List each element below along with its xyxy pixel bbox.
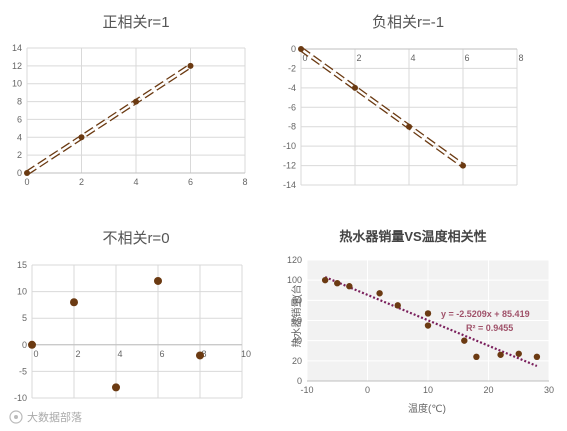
x-tick-label: 8 xyxy=(201,349,206,359)
y-tick-label: 60 xyxy=(292,316,302,326)
y-tick-label: -14 xyxy=(283,180,296,190)
watermark-text: 大数据部落 xyxy=(27,410,82,424)
data-point xyxy=(70,298,78,307)
y-tick-label: 10 xyxy=(12,79,22,89)
plot-area xyxy=(32,265,242,398)
y-tick-label: -5 xyxy=(19,366,27,376)
y-tick-label: 10 xyxy=(17,287,27,297)
x-tick-label: 4 xyxy=(410,53,415,63)
series-line-highlight xyxy=(26,64,192,175)
x-tick-label: 6 xyxy=(159,349,164,359)
data-point xyxy=(424,322,432,329)
data-point xyxy=(473,353,480,360)
x-tick-label: 0 xyxy=(33,349,38,359)
chart-title-heater: 热水器销量VS温度相关性 xyxy=(339,229,486,244)
data-point xyxy=(321,276,329,284)
watermark-logo: 大数据部落 xyxy=(9,410,82,424)
y-tick-label: 6 xyxy=(17,114,22,124)
chart-no-correlation: -10 -5 0 5 10 15 0 2 4 6 8 10 不相关r=0 xyxy=(14,230,251,403)
data-point xyxy=(424,310,432,317)
y-tick-label: -4 xyxy=(288,83,296,93)
data-point xyxy=(187,62,194,69)
x-tick-label: 2 xyxy=(75,349,80,359)
x-tick-label: 0 xyxy=(24,177,29,187)
y-tick-label: -10 xyxy=(14,393,27,403)
x-tick-label: -10 xyxy=(300,385,313,395)
data-point xyxy=(460,162,466,169)
chart-positive-correlation: 0 2 4 6 8 10 12 14 0 2 4 6 8 正相关r=1 xyxy=(12,14,248,187)
data-point xyxy=(406,123,412,130)
y-tick-label: 4 xyxy=(17,132,22,142)
y-tick-label: 8 xyxy=(17,97,22,107)
data-point xyxy=(154,276,162,285)
x-tick-label: 0 xyxy=(302,53,307,63)
data-point xyxy=(28,340,36,349)
data-point xyxy=(334,279,341,287)
trendline-equation: y = -2.5209x + 85.419 xyxy=(441,309,530,319)
x-tick-label: 2 xyxy=(79,177,84,187)
y-tick-label: 14 xyxy=(12,43,22,53)
x-tick-label: 2 xyxy=(356,53,361,63)
trendline-r-squared: R² = 0.9455 xyxy=(466,323,513,333)
y-tick-label: -6 xyxy=(288,102,296,112)
chart-title-positive: 正相关r=1 xyxy=(102,14,169,31)
data-point xyxy=(352,84,358,91)
y-tick-label: 12 xyxy=(12,61,22,71)
data-point xyxy=(346,283,353,290)
y-tick-label: 40 xyxy=(292,336,302,346)
x-tick-label: 0 xyxy=(365,385,370,395)
data-point xyxy=(196,351,204,360)
y-tick-label: -8 xyxy=(288,122,296,132)
data-point xyxy=(376,290,383,297)
y-tick-label: 0 xyxy=(291,44,296,54)
y-tick-label: 80 xyxy=(292,295,302,305)
series-line-highlight xyxy=(300,48,464,167)
x-tick-label: 4 xyxy=(133,177,138,187)
x-tick-label: 6 xyxy=(464,53,469,63)
y-tick-label: 120 xyxy=(287,255,302,265)
data-point xyxy=(24,170,30,176)
data-point xyxy=(497,351,504,358)
y-tick-label: 100 xyxy=(287,275,302,285)
data-point xyxy=(112,383,120,392)
x-tick-label: 30 xyxy=(544,385,554,395)
y-tick-label: 20 xyxy=(292,356,302,366)
y-tick-label: -12 xyxy=(283,161,296,171)
y-tick-label: 0 xyxy=(17,168,22,178)
data-point xyxy=(298,46,304,52)
chart-negative-correlation: 0 -2 -4 -6 -8 -10 -12 -14 0 2 4 6 8 负相关r=-1 xyxy=(283,14,524,190)
data-point xyxy=(533,353,541,360)
x-axis-label-heater: 温度(℃) xyxy=(408,402,446,415)
y-tick-label: 5 xyxy=(22,313,27,323)
x-tick-label: 10 xyxy=(423,385,433,395)
x-tick-label: 6 xyxy=(188,177,193,187)
data-point xyxy=(78,134,85,141)
data-point xyxy=(133,98,139,105)
chart-title-none: 不相关r=0 xyxy=(102,230,169,247)
x-tick-label: 20 xyxy=(483,385,493,395)
y-axis-label-heater: 热水器销量(台 xyxy=(290,284,303,347)
y-tick-label: 0 xyxy=(22,340,27,350)
y-tick-label: -2 xyxy=(288,63,296,73)
data-point xyxy=(515,350,522,357)
data-point xyxy=(461,337,468,344)
x-tick-label: 10 xyxy=(241,349,251,359)
y-tick-label: 2 xyxy=(17,150,22,160)
x-tick-label: 8 xyxy=(518,53,523,63)
chart-title-negative: 负相关r=-1 xyxy=(372,14,444,31)
y-tick-label: 0 xyxy=(297,376,302,386)
y-tick-label: 15 xyxy=(17,260,27,270)
x-tick-label: 8 xyxy=(242,177,247,187)
x-tick-label: 4 xyxy=(117,349,122,359)
data-point xyxy=(394,302,401,309)
y-tick-label: -10 xyxy=(283,141,296,151)
